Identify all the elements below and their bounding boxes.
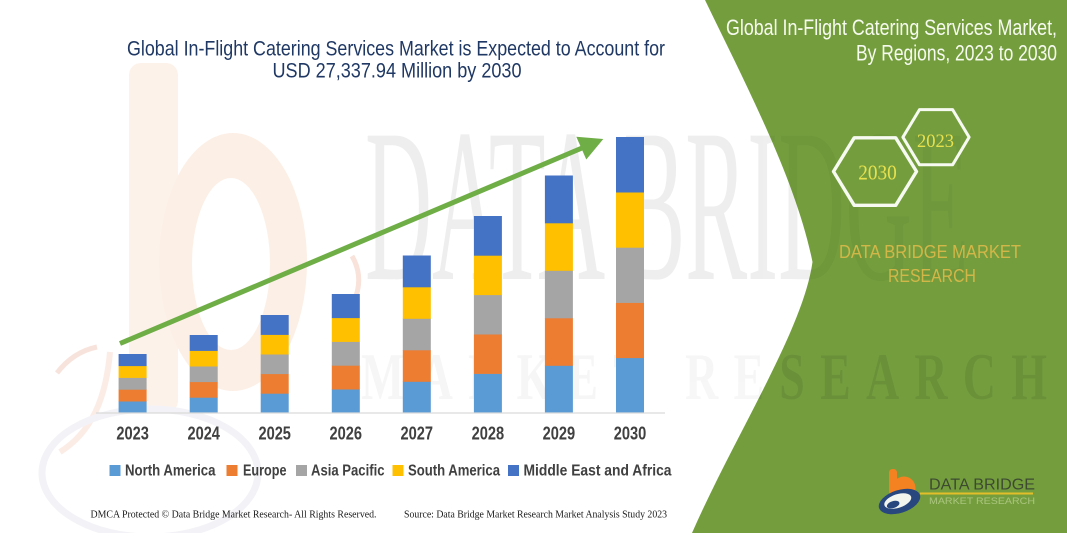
svg-text:MARKET RESEARCH: MARKET RESEARCH	[929, 496, 1035, 506]
svg-text:2030: 2030	[614, 424, 647, 444]
svg-text:2023: 2023	[917, 131, 954, 152]
svg-text:Global In-Flight Catering Serv: Global In-Flight Catering Services Marke…	[726, 15, 1057, 40]
svg-text:North America: North America	[125, 463, 216, 480]
svg-text:USD 27,337.94 Million by 2030: USD 27,337.94 Million by 2030	[273, 60, 522, 83]
svg-text:2029: 2029	[543, 424, 576, 444]
svg-text:Europe: Europe	[243, 463, 287, 480]
svg-text:2027: 2027	[401, 424, 434, 444]
svg-text:2024: 2024	[187, 424, 220, 444]
svg-text:DMCA Protected © Data Bridge M: DMCA Protected © Data Bridge Market Rese…	[91, 509, 377, 521]
svg-text:2030: 2030	[858, 161, 897, 185]
svg-text:Asia Pacific: Asia Pacific	[311, 463, 385, 480]
svg-text:Global In-Flight Catering Serv: Global In-Flight Catering Services Marke…	[127, 38, 665, 61]
svg-text:South America: South America	[408, 463, 500, 480]
svg-text:DATA BRIDGE: DATA BRIDGE	[929, 477, 1035, 494]
svg-text:By Regions, 2023 to 2030: By Regions, 2023 to 2030	[856, 40, 1057, 65]
svg-text:RESEARCH: RESEARCH	[888, 265, 976, 286]
svg-text:2026: 2026	[330, 424, 363, 444]
svg-text:Source: Data Bridge Market Res: Source: Data Bridge Market Research Mark…	[404, 509, 667, 521]
svg-text:2028: 2028	[472, 424, 505, 444]
svg-text:2023: 2023	[116, 424, 149, 444]
svg-text:DATA BRIDGE MARKET: DATA BRIDGE MARKET	[839, 241, 1021, 262]
svg-text:Middle East and Africa: Middle East and Africa	[524, 463, 672, 480]
svg-text:2025: 2025	[258, 424, 291, 444]
